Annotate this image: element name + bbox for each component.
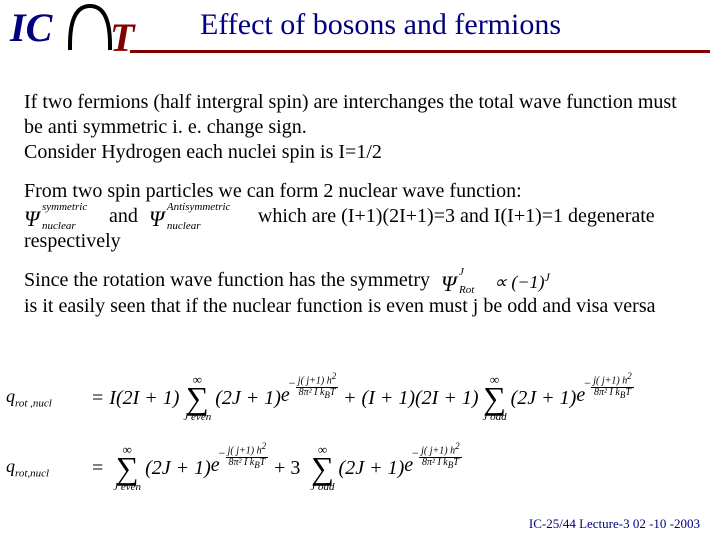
psi-symbol: Ψ — [24, 206, 39, 231]
exp-term: e − j( j+1) h2 8π² I kBT — [211, 454, 268, 481]
eq1-coef1: I(2I + 1) — [109, 387, 179, 410]
para1-line2: Consider Hydrogen each nuclei spin is I=… — [24, 141, 382, 163]
slide-header: IC T Effect of bosons and fermions — [0, 0, 720, 70]
eq2-lhs: qrot,nucl — [6, 456, 86, 480]
paragraph-2: From two spin particles we can form 2 nu… — [24, 179, 696, 254]
exp-num: j( j+1) h2 — [591, 372, 633, 387]
eq2-lhs-sub: rot,nucl — [15, 468, 49, 480]
minus-sign: − — [218, 447, 226, 459]
prop-text: ∝ (−1) — [494, 272, 545, 292]
equals-sign: = — [92, 457, 103, 480]
exp-num: j( j+1) h2 — [296, 372, 338, 387]
exp-num: j( j+1) h2 — [226, 442, 268, 457]
eq2-lhs-sym: q — [6, 456, 15, 476]
logo-ic-text: IC — [10, 4, 52, 51]
para1-line1: If two fermions (half intergral spin) ar… — [24, 91, 677, 138]
paragraph-1: If two fermions (half intergral spin) ar… — [24, 90, 696, 165]
equation-2: qrot,nucl = ∞ ∑ J even (2J + 1) e − j( j… — [6, 440, 714, 496]
paragraph-3: Since the rotation wave function has the… — [24, 268, 696, 318]
logo-t-text: T — [110, 14, 134, 61]
equation-1: qrot ,nucl = I(2I + 1) ∞ ∑ J even (2J + … — [6, 370, 714, 426]
exp-term: e − j( j+1) h2 8π² I kBT — [281, 384, 338, 411]
psi-sup: Antisymmetric — [167, 201, 231, 215]
minus-sign: − — [288, 377, 296, 389]
sum-lower: J even — [113, 482, 141, 493]
equation-area: qrot ,nucl = I(2I + 1) ∞ ∑ J even (2J + … — [6, 370, 714, 510]
psi-symbol: Ψ — [149, 206, 164, 231]
sigma-icon: ∑ — [483, 386, 506, 412]
sum-lower: J even — [183, 412, 211, 423]
eq1-term2: (2J + 1) — [511, 387, 577, 410]
eq2-term2: (2J + 1) — [339, 457, 405, 480]
exp-den: 8π² I kBT — [592, 388, 633, 400]
eq1-lhs-sub: rot ,nucl — [15, 398, 52, 410]
sum-lower: J odd — [310, 482, 334, 493]
psi-symmetric: Ψ symmetric nuclear — [24, 205, 104, 229]
sum-block: ∞ ∑ J odd — [483, 373, 507, 423]
psi-sup: J — [459, 266, 464, 280]
content-area: If two fermions (half intergral spin) ar… — [24, 90, 696, 333]
sigma-icon: ∑ — [311, 456, 334, 482]
psi-rotation: Ψ J Rot — [441, 270, 481, 294]
eq1-term1: (2J + 1) — [215, 387, 281, 410]
exp-fraction: − j( j+1) h2 8π² I kBT — [226, 442, 268, 469]
minus-sign: − — [583, 377, 591, 389]
psi-sub: nuclear — [167, 220, 201, 234]
para3-line2: is it easily seen that if the nuclear fu… — [24, 295, 656, 317]
psi-sub: Rot — [459, 284, 474, 298]
psi-antisymmetric: Ψ Antisymmetric nuclear — [149, 205, 253, 229]
exp-fraction: − j( j+1) h2 8π² I kBT — [419, 442, 461, 469]
page-title: Effect of bosons and fermions — [200, 8, 561, 42]
eq1-lhs: qrot ,nucl — [6, 386, 86, 410]
slide-footer: IC-25/44 Lecture-3 02 -10 -2003 — [529, 516, 700, 532]
sum-block: ∞ ∑ J even — [113, 443, 141, 493]
logo: IC T — [10, 0, 140, 60]
sum-lower: J odd — [483, 412, 507, 423]
eq2-term1: (2J + 1) — [145, 457, 211, 480]
sigma-icon: ∑ — [186, 386, 209, 412]
proportional-expr: ∝ (−1)J — [494, 270, 550, 294]
minus-sign: − — [411, 447, 419, 459]
exp-term: e − j( j+1) h2 8π² I kBT — [404, 454, 461, 481]
eq1-lhs-sym: q — [6, 386, 15, 406]
exp-den: 8π² I kBT — [297, 388, 338, 400]
psi-sup: symmetric — [42, 201, 87, 215]
psi-symbol: Ψ — [441, 271, 456, 296]
sum-block: ∞ ∑ J odd — [310, 443, 334, 493]
exp-den: 8π² I kBT — [420, 458, 461, 470]
equals-sign: = — [92, 387, 103, 410]
para3-line1: Since the rotation wave function has the… — [24, 269, 430, 291]
exp-fraction: − j( j+1) h2 8π² I kBT — [296, 372, 338, 399]
exp-fraction: − j( j+1) h2 8π² I kBT — [591, 372, 633, 399]
sum-block: ∞ ∑ J even — [183, 373, 211, 423]
prop-exponent: J — [545, 270, 550, 284]
eq1-coef2: (I + 1)(2I + 1) — [362, 387, 479, 410]
plus-sign: + — [344, 387, 355, 410]
exp-term: e − j( j+1) h2 8π² I kBT — [576, 384, 633, 411]
exp-num: j( j+1) h2 — [419, 442, 461, 457]
psi-sub: nuclear — [42, 220, 76, 234]
exp-den: 8π² I kBT — [226, 458, 267, 470]
title-rule — [130, 50, 710, 53]
para2-intro: From two spin particles we can form 2 nu… — [24, 180, 522, 202]
eq2-mid: + 3 — [274, 457, 300, 480]
para2-and: and — [109, 205, 138, 227]
sigma-icon: ∑ — [116, 456, 139, 482]
